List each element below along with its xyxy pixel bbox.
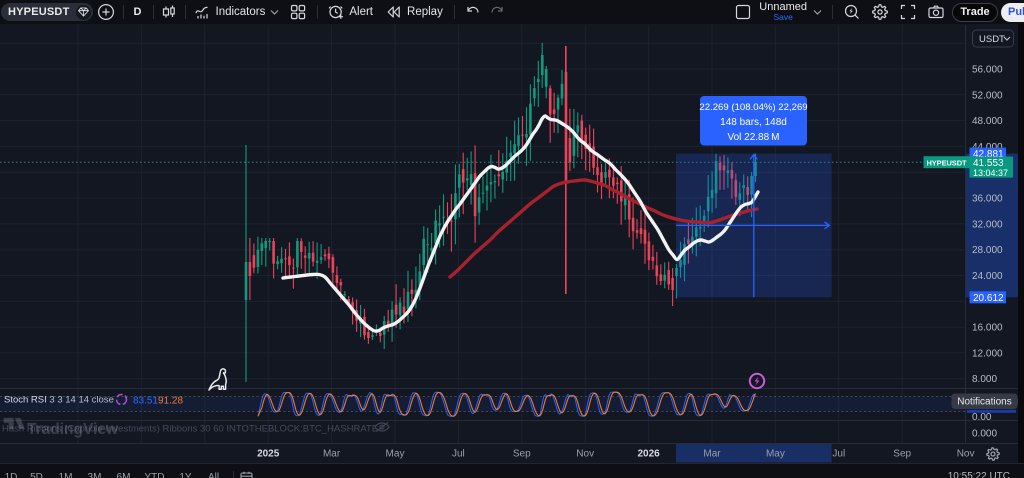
svg-text:Notifications: Notifications: [957, 397, 1011, 408]
svg-text:91.28: 91.28: [158, 396, 183, 407]
svg-text:41.553: 41.553: [973, 158, 1004, 169]
svg-text:16.000: 16.000: [972, 323, 1003, 334]
svg-text:42.881: 42.881: [973, 149, 1004, 160]
svg-text:Mar: Mar: [323, 449, 341, 460]
svg-text:20.612: 20.612: [973, 293, 1004, 304]
svg-text:TradingView: TradingView: [27, 421, 119, 438]
svg-text:Hash Ribbons (Capriole Investm: Hash Ribbons (Capriole Investments) Ribb…: [2, 424, 378, 435]
svg-text:52.000: 52.000: [972, 90, 1003, 101]
svg-text:32.000: 32.000: [972, 219, 1003, 230]
svg-text:Stoch RSI 3 3 14 14 close: Stoch RSI 3 3 14 14 close: [4, 395, 114, 406]
svg-text:24.000: 24.000: [972, 271, 1003, 282]
svg-text:48.000: 48.000: [972, 116, 1003, 127]
svg-text:13:04:37: 13:04:37: [973, 168, 1008, 178]
svg-text:12.000: 12.000: [972, 348, 1003, 359]
svg-text:USDT: USDT: [979, 34, 1005, 45]
svg-text:Nov: Nov: [957, 449, 975, 460]
svg-text:May: May: [766, 449, 785, 460]
svg-text:Mar: Mar: [703, 449, 721, 460]
svg-text:8.000: 8.000: [972, 374, 997, 385]
svg-text:0.000: 0.000: [972, 429, 997, 440]
svg-text:Sep: Sep: [513, 449, 531, 460]
svg-text:2026: 2026: [637, 449, 660, 460]
svg-text:56.000: 56.000: [972, 65, 1003, 76]
svg-text:HYPEUSDT: HYPEUSDT: [926, 158, 967, 167]
svg-text:Jul: Jul: [832, 449, 845, 460]
svg-text:22.269 (108.04%) 22,269: 22.269 (108.04%) 22,269: [699, 102, 807, 113]
svg-text:0.00: 0.00: [972, 412, 992, 423]
svg-text:2025: 2025: [257, 449, 280, 460]
svg-text:Sep: Sep: [893, 449, 911, 460]
svg-text:May: May: [386, 449, 405, 460]
svg-text:28.000: 28.000: [972, 245, 1003, 256]
svg-text:36.000: 36.000: [972, 194, 1003, 205]
svg-text:Nov: Nov: [576, 449, 594, 460]
svg-text:148 bars, 148d: 148 bars, 148d: [720, 117, 787, 128]
svg-text:83.51: 83.51: [133, 396, 158, 407]
svg-text:Jul: Jul: [452, 449, 465, 460]
svg-text:Vol 22.88 M: Vol 22.88 M: [727, 132, 779, 143]
svg-text:44.000: 44.000: [972, 142, 1003, 153]
